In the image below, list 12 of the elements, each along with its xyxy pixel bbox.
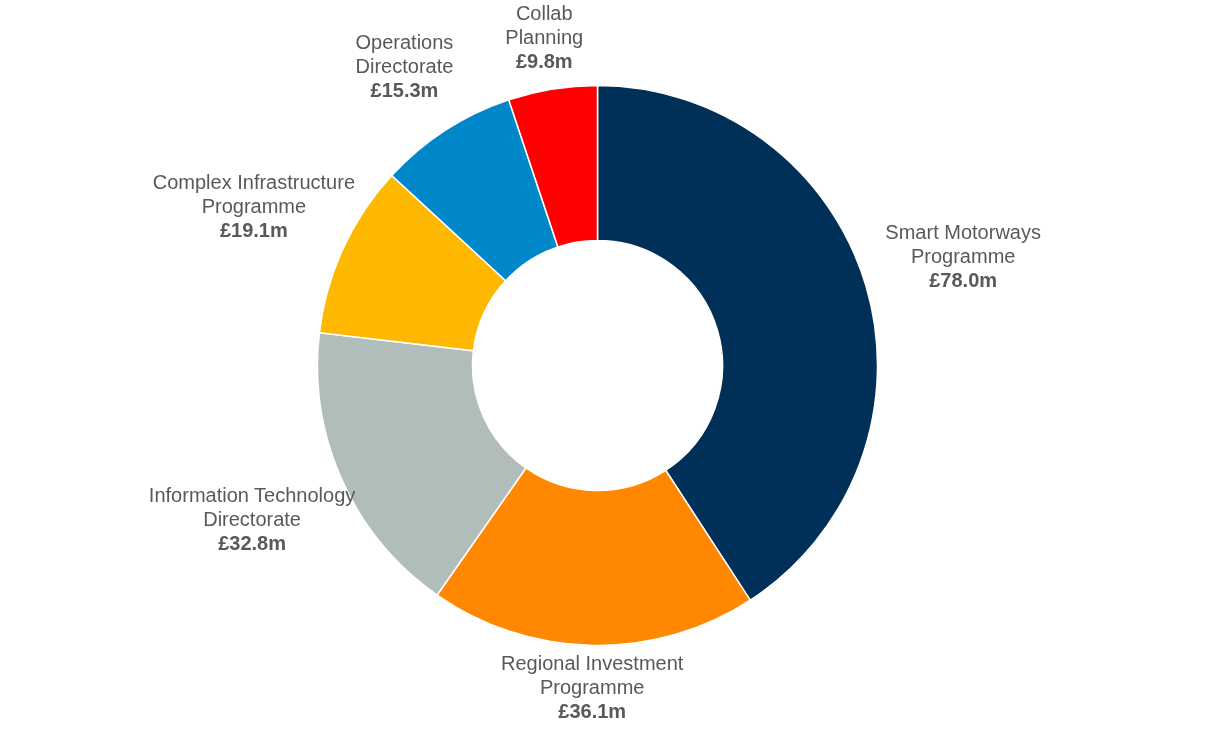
- data-label: £15.3m: [370, 78, 439, 101]
- category-label: Information Technology Directorate: [148, 484, 356, 531]
- category-label: Smart Motorways Programme: [885, 220, 1041, 267]
- category-label: Operations Directorate: [355, 30, 454, 77]
- data-label: £19.1m: [219, 219, 288, 242]
- category-label: Complex Infrastructure Programme: [152, 171, 356, 218]
- data-label: £9.8m: [515, 49, 573, 72]
- category-label: Collab Planning: [505, 1, 584, 48]
- data-label: £32.8m: [218, 532, 287, 555]
- category-label: Regional Investment Programme: [501, 652, 684, 699]
- data-label: £36.1m: [558, 700, 627, 723]
- data-label: £78.0m: [929, 268, 998, 291]
